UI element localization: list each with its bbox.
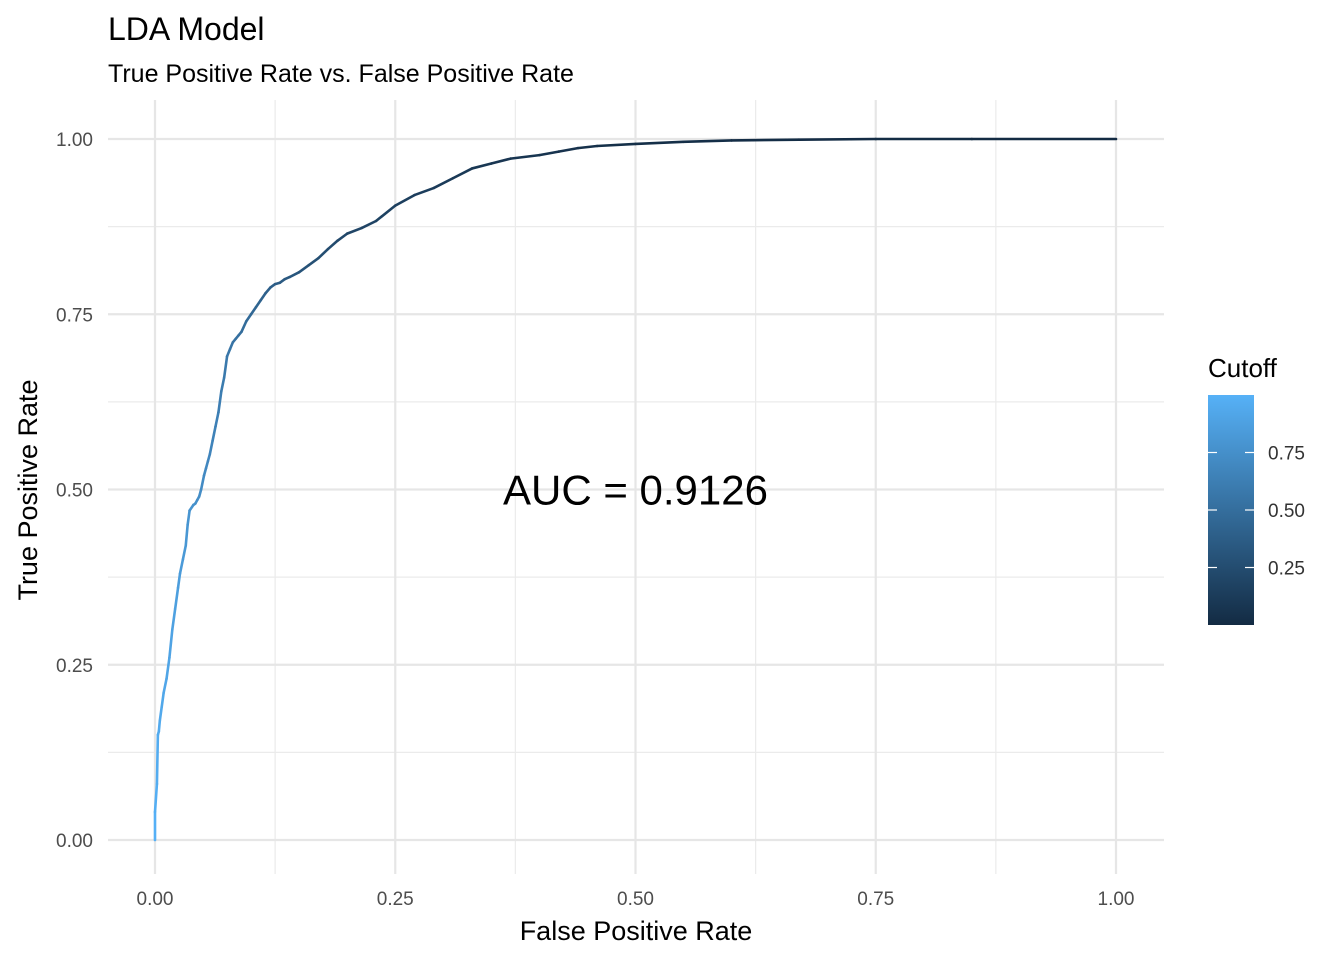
legend: Cutoff 0.25 0.50 0.75 bbox=[1208, 353, 1305, 625]
roc-segment bbox=[157, 735, 158, 784]
roc-segment bbox=[186, 525, 188, 546]
legend-title: Cutoff bbox=[1208, 353, 1278, 383]
colorbar-tick-label: 0.25 bbox=[1268, 559, 1305, 580]
roc-segment bbox=[241, 321, 246, 332]
roc-segment bbox=[434, 178, 453, 188]
x-tick-label: 0.00 bbox=[137, 889, 174, 910]
roc-segment bbox=[414, 188, 433, 195]
roc-segment bbox=[347, 228, 361, 234]
roc-segment bbox=[472, 164, 491, 169]
y-tick-label: 0.00 bbox=[56, 831, 93, 852]
roc-segment bbox=[491, 159, 510, 164]
roc-segment bbox=[309, 258, 319, 265]
y-axis-title: True Positive Rate bbox=[13, 379, 43, 600]
x-tick-label: 0.50 bbox=[617, 889, 654, 910]
chart-title: LDA Model bbox=[108, 11, 265, 47]
roc-segment bbox=[299, 265, 309, 272]
roc-segment bbox=[183, 546, 186, 560]
roc-segment bbox=[178, 574, 180, 588]
y-axis-ticks: 0.00 0.25 0.50 0.75 1.00 bbox=[56, 130, 93, 852]
x-tick-label: 0.25 bbox=[377, 889, 414, 910]
roc-segment bbox=[636, 142, 684, 144]
roc-segment bbox=[395, 195, 414, 206]
roc-segment bbox=[167, 658, 170, 679]
x-axis-ticks: 0.00 0.25 0.50 0.75 1.00 bbox=[137, 889, 1135, 910]
roc-segment bbox=[218, 391, 221, 412]
roc-segment bbox=[597, 144, 635, 146]
roc-segment bbox=[318, 249, 328, 258]
roc-segment bbox=[224, 356, 227, 377]
roc-segment bbox=[210, 440, 213, 454]
y-tick-label: 0.50 bbox=[56, 481, 93, 502]
roc-segment bbox=[180, 560, 183, 574]
roc-segment bbox=[201, 475, 204, 489]
roc-segment bbox=[453, 168, 472, 178]
auc-annotation: AUC = 0.9126 bbox=[503, 467, 768, 514]
colorbar-tick-label: 0.50 bbox=[1268, 501, 1305, 522]
x-tick-label: 0.75 bbox=[857, 889, 894, 910]
roc-segment bbox=[684, 140, 732, 141]
roc-segment bbox=[290, 272, 300, 277]
roc-segment bbox=[732, 140, 799, 141]
colorbar-tick-label: 0.75 bbox=[1268, 444, 1305, 465]
roc-segment bbox=[213, 426, 216, 440]
x-axis-title: False Positive Rate bbox=[520, 916, 753, 946]
roc-segment bbox=[162, 693, 164, 707]
roc-segment bbox=[172, 609, 175, 630]
roc-segment bbox=[559, 148, 578, 152]
roc-segment bbox=[376, 206, 395, 221]
roc-segment bbox=[578, 146, 597, 148]
roc-segment bbox=[159, 721, 160, 732]
chart-subtitle: True Positive Rate vs. False Positive Ra… bbox=[108, 60, 574, 88]
roc-segment bbox=[164, 679, 167, 693]
roc-segment bbox=[338, 234, 348, 241]
roc-segment bbox=[221, 377, 224, 391]
y-tick-label: 0.75 bbox=[56, 305, 93, 326]
roc-segment bbox=[216, 412, 219, 426]
roc-segment bbox=[328, 241, 338, 249]
roc-segment bbox=[799, 139, 876, 140]
y-tick-label: 1.00 bbox=[56, 130, 93, 151]
roc-segment bbox=[160, 707, 162, 721]
x-tick-label: 1.00 bbox=[1098, 889, 1135, 910]
roc-segment bbox=[175, 588, 178, 609]
roc-segment bbox=[188, 511, 190, 525]
y-tick-label: 0.25 bbox=[56, 656, 93, 677]
roc-segment bbox=[539, 152, 558, 156]
roc-segment bbox=[169, 630, 172, 658]
